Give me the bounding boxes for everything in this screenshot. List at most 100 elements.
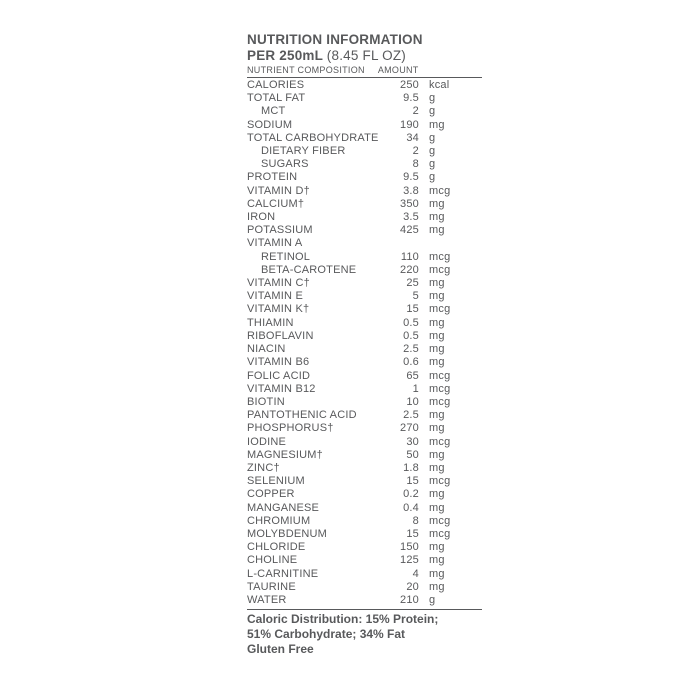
nutrient-amount: 350 [381, 198, 419, 211]
nutrient-row: SELENIUM15mcg [247, 475, 482, 488]
nutrient-name: PROTEIN [247, 171, 381, 184]
nutrient-row: SUGARS8g [247, 158, 482, 171]
nutrient-row: MAGNESIUM†50mg [247, 449, 482, 462]
nutrient-amount: 15 [381, 475, 419, 488]
nutrient-row: IODINE30mcg [247, 436, 482, 449]
nutrient-unit: g [419, 132, 459, 145]
nutrient-amount: 10 [381, 396, 419, 409]
nutrient-name: VITAMIN C† [247, 277, 381, 290]
nutrient-row: CHOLINE125mg [247, 554, 482, 567]
nutrient-name: THIAMIN [247, 317, 381, 330]
nutrient-name: BIOTIN [247, 396, 381, 409]
nutrient-unit: mg [419, 449, 459, 462]
nutrient-row: L-CARNITINE4mg [247, 568, 482, 581]
nutrient-amount: 0.4 [381, 502, 419, 515]
nutrient-unit: g [419, 158, 459, 171]
nutrient-unit: mcg [419, 515, 459, 528]
nutrient-amount: 20 [381, 581, 419, 594]
nutrient-unit: g [419, 105, 459, 118]
nutrient-row: BIOTIN10mcg [247, 396, 482, 409]
nutrient-unit: mg [419, 356, 459, 369]
nutrient-amount: 110 [381, 251, 419, 264]
nutrient-row: PROTEIN9.5g [247, 171, 482, 184]
nutrient-amount: 15 [381, 303, 419, 316]
nutrient-name: NIACIN [247, 343, 381, 356]
nutrient-unit: g [419, 171, 459, 184]
nutrient-row: VITAMIN K†15mcg [247, 303, 482, 316]
nutrient-amount: 3.8 [381, 185, 419, 198]
nutrient-unit: mg [419, 568, 459, 581]
nutrient-unit: mcg [419, 251, 459, 264]
nutrient-amount: 425 [381, 224, 419, 237]
nutrient-amount: 1.8 [381, 462, 419, 475]
nutrient-row: THIAMIN0.5mg [247, 317, 482, 330]
nutrient-row: CALCIUM†350mg [247, 198, 482, 211]
nutrient-row: VITAMIN D†3.8mcg [247, 185, 482, 198]
nutrient-name: POTASSIUM [247, 224, 381, 237]
nutrient-amount: 5 [381, 290, 419, 303]
nutrient-amount: 0.5 [381, 330, 419, 343]
nutrient-name: CHROMIUM [247, 515, 381, 528]
nutrient-unit: mg [419, 290, 459, 303]
nutrient-name: VITAMIN B6 [247, 356, 381, 369]
nutrient-row: VITAMIN B121mcg [247, 383, 482, 396]
nutrient-row: MOLYBDENUM15mcg [247, 528, 482, 541]
nutrient-row: RIBOFLAVIN0.5mg [247, 330, 482, 343]
nutrient-name: IODINE [247, 436, 381, 449]
nutrient-unit: g [419, 145, 459, 158]
caloric-distribution-1: Caloric Distribution: 15% Protein; [247, 612, 482, 627]
nutrient-row: POTASSIUM425mg [247, 224, 482, 237]
nutrient-amount: 50 [381, 449, 419, 462]
nutrient-unit: mg [419, 119, 459, 132]
nutrient-amount: 8 [381, 158, 419, 171]
nutrient-unit: mcg [419, 436, 459, 449]
nutrient-row: CHLORIDE150mg [247, 541, 482, 554]
column-header: NUTRIENT COMPOSITION AMOUNT [247, 65, 482, 78]
nutrient-amount: 150 [381, 541, 419, 554]
nutrient-row: TOTAL CARBOHYDRATE34g [247, 132, 482, 145]
nutrient-name: ZINC† [247, 462, 381, 475]
nutrient-row: BETA-CAROTENE220mcg [247, 264, 482, 277]
nutrient-amount: 9.5 [381, 171, 419, 184]
nutrient-row: NIACIN2.5mg [247, 343, 482, 356]
nutrient-unit: mg [419, 488, 459, 501]
nutrient-name: VITAMIN E [247, 290, 381, 303]
nutrient-unit: mg [419, 343, 459, 356]
nutrient-amount: 4 [381, 568, 419, 581]
nutrient-rows: CALORIES250kcalTOTAL FAT9.5gMCT2gSODIUM1… [247, 79, 482, 607]
nutrient-row: WATER210g [247, 594, 482, 607]
nutrient-unit: mg [419, 330, 459, 343]
nutrient-amount: 220 [381, 264, 419, 277]
nutrient-amount: 125 [381, 554, 419, 567]
nutrient-name: FOLIC ACID [247, 370, 381, 383]
nutrient-name: TOTAL FAT [247, 92, 381, 105]
nutrient-unit: mg [419, 317, 459, 330]
nutrient-row: PHOSPHORUS†270mg [247, 422, 482, 435]
nutrient-unit: mg [419, 198, 459, 211]
nutrient-amount: 2.5 [381, 409, 419, 422]
nutrient-row: COPPER0.2mg [247, 488, 482, 501]
nutrient-name: MAGNESIUM† [247, 449, 381, 462]
nutrient-amount: 34 [381, 132, 419, 145]
nutrient-name: SODIUM [247, 119, 381, 132]
nutrient-name: TOTAL CARBOHYDRATE [247, 132, 381, 145]
nutrient-unit: mcg [419, 303, 459, 316]
nutrient-amount: 250 [381, 79, 419, 92]
nutrient-row: ZINC†1.8mg [247, 462, 482, 475]
nutrient-unit: mg [419, 409, 459, 422]
nutrient-unit: mg [419, 224, 459, 237]
nutrient-unit: mg [419, 211, 459, 224]
nutrient-name: VITAMIN B12 [247, 383, 381, 396]
footer: Caloric Distribution: 15% Protein; 51% C… [247, 609, 482, 657]
nutrient-amount: 0.2 [381, 488, 419, 501]
nutrient-name: RETINOL [247, 251, 381, 264]
gluten-free: Gluten Free [247, 642, 482, 657]
nutrient-name: SELENIUM [247, 475, 381, 488]
nutrient-row: TOTAL FAT9.5g [247, 92, 482, 105]
nutrient-row: RETINOL110mcg [247, 251, 482, 264]
nutrient-unit: mg [419, 277, 459, 290]
nutrient-name: CALCIUM† [247, 198, 381, 211]
nutrient-unit: mcg [419, 396, 459, 409]
nutrient-row: VITAMIN B60.6mg [247, 356, 482, 369]
nutrient-name: MANGANESE [247, 502, 381, 515]
